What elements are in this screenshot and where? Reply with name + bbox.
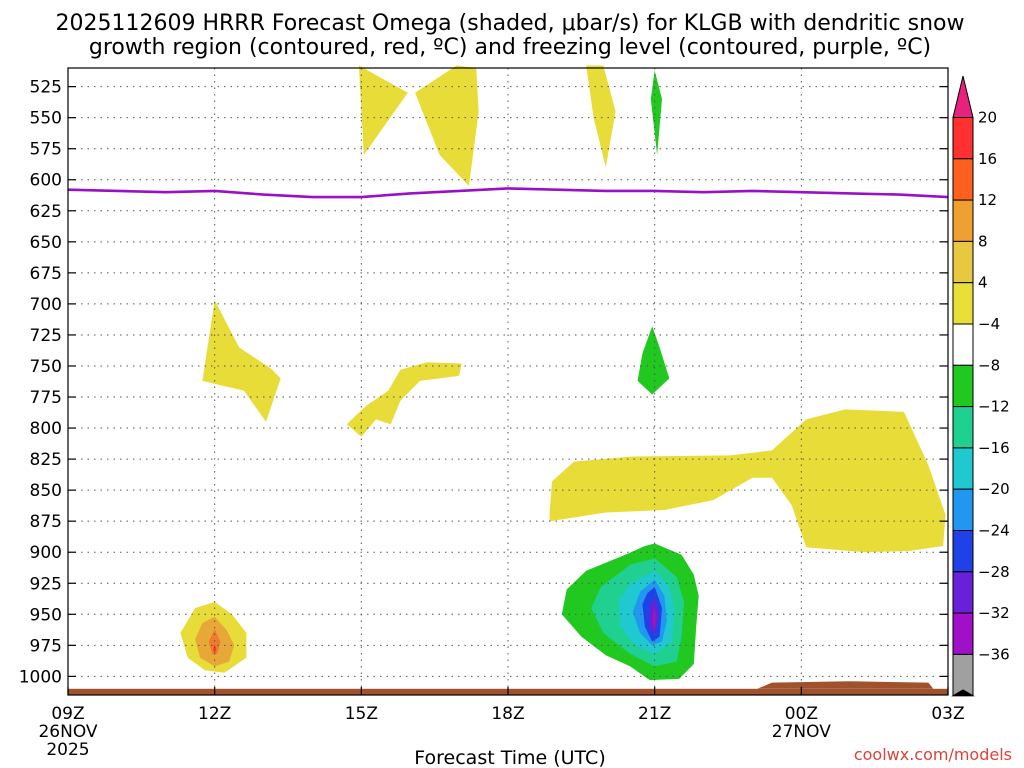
x-tick-label-15Z: 15Z xyxy=(345,704,378,724)
colorbar-swatch-10 xyxy=(952,530,974,573)
omega-region-omega-cell-1200-darkorange xyxy=(208,629,221,654)
colorbar-label-9: −20 xyxy=(978,480,1010,498)
x-tick-label-21Z: 21Z xyxy=(638,704,671,724)
colorbar-swatch-0 xyxy=(952,117,974,160)
y-tick-label-600: 600 xyxy=(30,171,62,191)
y-tick-label-675: 675 xyxy=(30,264,62,284)
y-tick-label-875: 875 xyxy=(30,512,62,532)
y-tick-label-1000: 1000 xyxy=(19,667,62,687)
colorbar-swatch-8 xyxy=(952,447,974,490)
colorbar-label-8: −16 xyxy=(978,439,1010,457)
y-tick-label-750: 750 xyxy=(30,357,62,377)
omega-region-yellow-upper-1 xyxy=(358,65,408,155)
colorbar-swatch-5 xyxy=(952,323,974,366)
x-tick-label-12Z: 12Z xyxy=(198,704,231,724)
y-tick-label-975: 975 xyxy=(30,636,62,656)
freezing-level-line xyxy=(67,187,949,199)
chart-title-line-1: 2025112609 HRRR Forecast Omega (shaded, … xyxy=(55,11,964,36)
colorbar-swatch-4 xyxy=(952,282,974,325)
y-tick-label-525: 525 xyxy=(30,78,62,98)
colorbar-label-1: 16 xyxy=(978,150,997,168)
colorbar-label-10: −24 xyxy=(978,522,1010,540)
chart-title-line-2: growth region (contoured, red, ºC) and f… xyxy=(89,35,931,60)
colorbar-label-6: −8 xyxy=(978,356,1000,374)
colorbar-swatch-6 xyxy=(952,364,974,408)
colorbar-label-2: 12 xyxy=(978,191,997,209)
omega-region-yellow-upper-3 xyxy=(586,65,616,168)
omega-region-omega-cell-1200-red xyxy=(213,644,217,654)
x-tick-sublabel-2025: 2025 xyxy=(46,740,89,760)
freezing-level-contour xyxy=(67,187,949,199)
y-tick-label-825: 825 xyxy=(30,450,62,470)
x-tick-label-09Z: 09Z xyxy=(51,704,84,724)
colorbar-label-13: −36 xyxy=(978,645,1010,663)
credit-text: coolwx.com/models xyxy=(854,745,1012,764)
y-tick-label-550: 550 xyxy=(30,109,62,129)
x-tick-sublabel-26NOV: 26NOV xyxy=(38,722,97,742)
colorbar-label-4: 4 xyxy=(978,274,988,292)
y-tick-label-925: 925 xyxy=(30,574,62,594)
y-tick-label-725: 725 xyxy=(30,326,62,346)
y-tick-label-850: 850 xyxy=(30,481,62,501)
y-tick-label-800: 800 xyxy=(30,419,62,439)
omega-region-yellow-left-mid xyxy=(202,300,281,422)
colorbar-swatch-7 xyxy=(952,406,974,449)
y-axis-pressure-ticks: 525 550 575 600 625 650 675 700 725 750 775 800 825 8… xyxy=(19,78,948,687)
colorbar-swatch-11 xyxy=(952,571,974,614)
colorbar-label-12: −32 xyxy=(978,604,1010,622)
omega-region-yellow-center-mid xyxy=(346,362,462,437)
colorbar-label-5: −4 xyxy=(978,315,1000,333)
omega-region-green-mid xyxy=(637,326,670,395)
x-tick-label-00Z: 00Z xyxy=(785,704,818,724)
y-tick-label-700: 700 xyxy=(30,295,62,315)
y-tick-label-625: 625 xyxy=(30,202,62,222)
colorbar-swatch-9 xyxy=(952,488,974,532)
colorbar-bottom-arrow xyxy=(951,689,975,697)
y-tick-label-950: 950 xyxy=(30,605,62,625)
gridlines xyxy=(68,68,948,695)
colorbar: 20 16 12 8 4 −4 −8 −12 −16 −20 −24 −28 −32 −36 xyxy=(951,75,1010,697)
omega-region-yellow-lower-right xyxy=(549,409,946,553)
x-axis-label: Forecast Time (UTC) xyxy=(414,747,605,768)
colorbar-swatch-12 xyxy=(952,612,974,655)
colorbar-label-0: 20 xyxy=(978,109,997,127)
omega-region-green-upper xyxy=(650,70,662,155)
x-tick-label-18Z: 18Z xyxy=(491,704,524,724)
y-tick-label-900: 900 xyxy=(30,543,62,563)
x-tick-label-03Z: 03Z xyxy=(931,704,964,724)
omega-region-ground-bump xyxy=(757,681,934,689)
colorbar-swatch-3 xyxy=(952,240,974,284)
colorbar-label-7: −12 xyxy=(978,398,1010,416)
colorbar-label-11: −28 xyxy=(978,563,1010,581)
colorbar-label-3: 8 xyxy=(978,232,988,250)
colorbar-swatch-1 xyxy=(952,158,974,201)
omega-region-omega-cell-2100-magenta xyxy=(652,608,657,630)
omega-region-yellow-upper-2 xyxy=(415,65,479,186)
y-tick-label-575: 575 xyxy=(30,140,62,160)
x-tick-sublabel-27NOV: 27NOV xyxy=(772,722,831,742)
omega-shaded-regions xyxy=(180,65,946,689)
y-tick-label-775: 775 xyxy=(30,388,62,408)
colorbar-swatch-2 xyxy=(952,199,974,242)
y-tick-label-650: 650 xyxy=(30,233,62,253)
